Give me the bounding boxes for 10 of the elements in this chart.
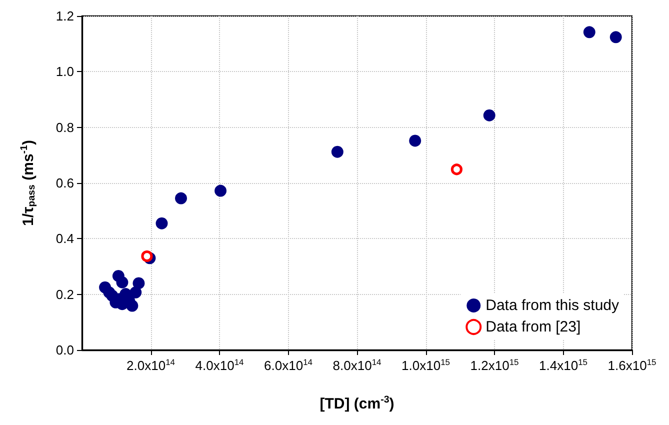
legend-label: Data from [23]	[486, 318, 581, 336]
y-tick-label: 0.8	[56, 120, 74, 135]
y-tick-label: 1.2	[56, 8, 74, 24]
y-tick-label: 0.4	[56, 231, 74, 246]
y-tick-label: 0.6	[56, 176, 74, 190]
y-tick-label: 0.2	[56, 286, 74, 302]
y-tick-label: 0.0	[56, 342, 74, 358]
y-tick-label: 1.0	[56, 64, 74, 80]
y-axis-title: 1/τpass (ms-1)	[19, 140, 38, 226]
legend-label: Data from this study	[486, 297, 620, 314]
